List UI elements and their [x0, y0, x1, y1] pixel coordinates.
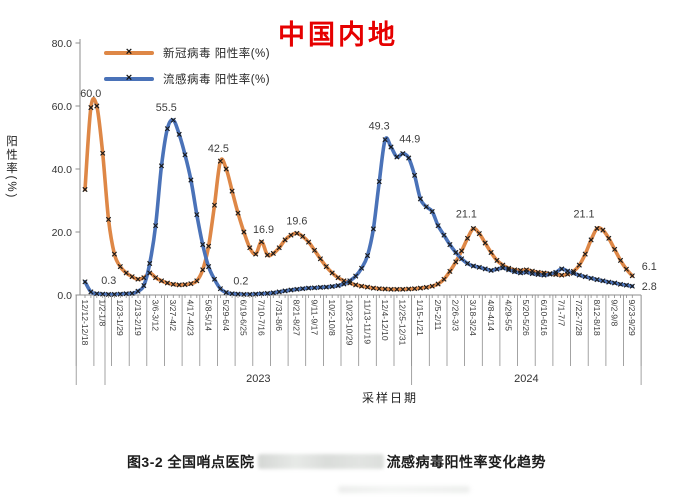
svg-text:9/11-9/17: 9/11-9/17 [309, 300, 319, 336]
chart-title: 中国内地 [278, 20, 398, 50]
x-marker-icon: × [125, 46, 133, 59]
svg-text:11/13-11/19: 11/13-11/19 [362, 300, 372, 345]
svg-text:55.5: 55.5 [156, 102, 177, 114]
svg-text:7/10-7/16: 7/10-7/16 [256, 300, 266, 337]
svg-text:6/10-6/16: 6/10-6/16 [539, 300, 549, 337]
covid-markers [82, 103, 635, 292]
svg-text:4/8-4/14: 4/8-4/14 [486, 300, 496, 332]
svg-text:0.3: 0.3 [101, 275, 116, 287]
y-tick-labels: 0.0 20.0 40.0 60.0 80.0 [52, 38, 80, 302]
svg-text:7/1-7/7: 7/1-7/7 [557, 300, 567, 327]
svg-text:44.9: 44.9 [399, 134, 420, 146]
svg-text:9/23-9/29: 9/23-9/29 [627, 300, 637, 337]
legend: × 新冠病毒 阳性率(%) × 流感病毒 阳性率(%) [104, 40, 270, 92]
svg-text:21.1: 21.1 [456, 209, 477, 221]
svg-text:6.1: 6.1 [642, 261, 657, 273]
svg-text:4/17-4/23: 4/17-4/23 [186, 300, 196, 337]
svg-text:10/2-10/8: 10/2-10/8 [327, 300, 337, 337]
category-boundaries [75, 295, 642, 385]
svg-text:6/19-6/25: 6/19-6/25 [239, 300, 249, 337]
series-markers [82, 103, 635, 298]
x-axis-title: 采样日期 [361, 391, 418, 405]
svg-text:4/29-5/5: 4/29-5/5 [504, 300, 514, 332]
year-labels: 2023 2024 [246, 373, 539, 385]
redaction-smudge [257, 454, 384, 469]
svg-text:7/22-7/28: 7/22-7/28 [574, 300, 584, 337]
svg-text:3/6-3/12: 3/6-3/12 [150, 300, 160, 332]
svg-text:80.0: 80.0 [52, 38, 73, 50]
svg-text:3/27-4/2: 3/27-4/2 [168, 300, 178, 332]
legend-label-covid: 新冠病毒 阳性率(%) [163, 48, 271, 60]
svg-text:40.0: 40.0 [52, 164, 73, 176]
svg-text:8/21-8/27: 8/21-8/27 [292, 300, 302, 337]
svg-text:10/23-10/29: 10/23-10/29 [345, 300, 355, 346]
svg-text:1/15-1/21: 1/15-1/21 [415, 300, 425, 337]
caption-suffix: 流感病毒阳性率变化趋势 [386, 454, 547, 470]
figure-caption: 图3-2 全国哨点医院 流感病毒阳性率变化趋势 [0, 452, 673, 472]
svg-text:0.0: 0.0 [57, 290, 72, 302]
svg-text:12/25-12/31: 12/25-12/31 [398, 300, 408, 346]
svg-text:2/5-2/11: 2/5-2/11 [433, 300, 443, 331]
svg-text:8/12-8/18: 8/12-8/18 [592, 300, 602, 337]
svg-text:2023: 2023 [246, 373, 270, 385]
svg-text:19.6: 19.6 [286, 215, 307, 227]
y-axis-title: 阳性率(%) [5, 135, 17, 200]
svg-text:9/2-9/8: 9/2-9/8 [609, 300, 619, 327]
svg-text:5/20-5/26: 5/20-5/26 [521, 300, 531, 337]
flu-series-line [83, 118, 635, 296]
caption-prefix: 图3-2 全国哨点医院 [126, 454, 255, 470]
x-tick-labels: 12/12-12/18 1/2-1/8 1/23-1/29 2/13-2/19 3/6-… [80, 300, 637, 346]
svg-text:2/13-2/19: 2/13-2/19 [133, 300, 143, 337]
svg-text:5/8-5/14: 5/8-5/14 [203, 300, 213, 332]
svg-text:2024: 2024 [514, 373, 538, 385]
svg-text:21.1: 21.1 [573, 209, 594, 221]
svg-text:20.0: 20.0 [52, 227, 73, 239]
weekly-ticks [84, 295, 633, 298]
series-lines [83, 96, 635, 296]
covid-line-swatch: × [104, 47, 154, 58]
legend-item-covid: × 新冠病毒 阳性率(%) [104, 40, 270, 66]
flu-markers [82, 117, 635, 298]
flu-line-swatch: × [104, 73, 154, 84]
svg-text:5/29-6/4: 5/29-6/4 [221, 300, 231, 332]
svg-text:2/26-3/3: 2/26-3/3 [451, 300, 461, 332]
svg-text:60.0: 60.0 [52, 101, 73, 113]
data-labels: 60.0 0.3 55.5 42.5 0.2 16.9 19.6 49.3 44.9 21.1 21… [80, 88, 657, 293]
svg-text:1/23-1/29: 1/23-1/29 [115, 300, 125, 337]
svg-text:12/4-12/10: 12/4-12/10 [380, 300, 390, 341]
svg-text:0.2: 0.2 [233, 275, 248, 287]
svg-text:42.5: 42.5 [208, 143, 229, 155]
svg-text:49.3: 49.3 [369, 121, 390, 133]
svg-text:3/18-3/24: 3/18-3/24 [468, 300, 478, 337]
faint-smudge [338, 486, 470, 493]
svg-text:1/2-1/8: 1/2-1/8 [98, 300, 108, 327]
legend-label-flu: 流感病毒 阳性率(%) [163, 74, 271, 86]
svg-text:12/12-12/18: 12/12-12/18 [80, 300, 90, 346]
svg-text:2.8: 2.8 [642, 281, 657, 293]
svg-text:60.0: 60.0 [80, 88, 101, 100]
covid-series-line [83, 96, 635, 292]
svg-text:16.9: 16.9 [253, 224, 274, 236]
svg-text:7/31-8/6: 7/31-8/6 [274, 300, 284, 332]
x-marker-icon: × [125, 72, 133, 85]
legend-item-flu: × 流感病毒 阳性率(%) [104, 66, 270, 92]
